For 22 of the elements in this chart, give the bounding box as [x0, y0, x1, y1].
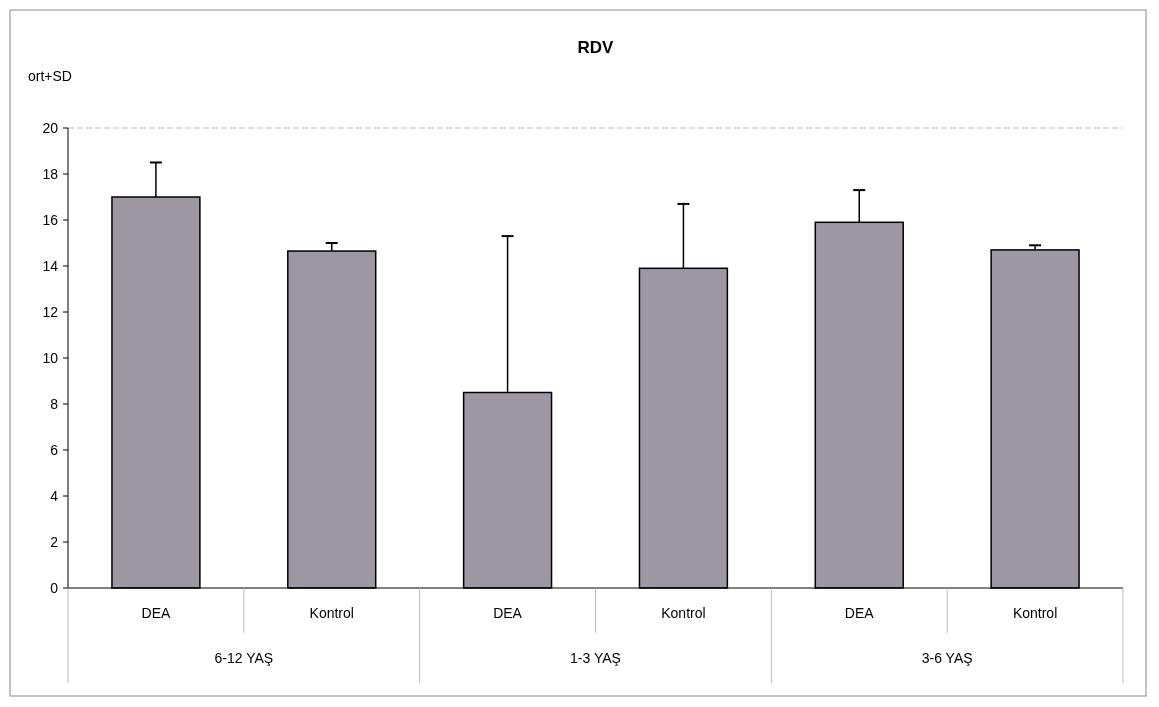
y-tick-label: 4 [50, 487, 59, 504]
y-tick-label: 18 [42, 165, 59, 182]
x-tick-label: Kontrol [309, 605, 354, 621]
text: 1-3 YAŞ [570, 650, 621, 666]
y-tick-label: 0 [50, 579, 59, 596]
y-tick-label: 14 [42, 257, 59, 274]
x-tick-label: DEA [844, 605, 875, 621]
y-tick-label: 16 [42, 211, 59, 228]
chart-title: RDV [577, 38, 615, 57]
text: 3-6 YAŞ [921, 650, 973, 666]
x-tick-label: DEA [141, 605, 171, 621]
x-tick-label: Kontrol [661, 605, 706, 621]
y-tick-label: 8 [50, 395, 59, 412]
y-axis-title: ort+SD [28, 68, 72, 84]
text: 6-12 YAŞ [214, 650, 274, 666]
x-tick-label: DEA [493, 605, 523, 621]
y-tick-label: 12 [42, 303, 59, 320]
y-tick-label: 10 [42, 349, 59, 366]
y-tick-label: 6 [50, 441, 59, 458]
y-tick-label: 20 [42, 119, 59, 136]
y-tick-label: 2 [50, 533, 59, 550]
x-tick-label: Kontrol [1012, 605, 1058, 621]
